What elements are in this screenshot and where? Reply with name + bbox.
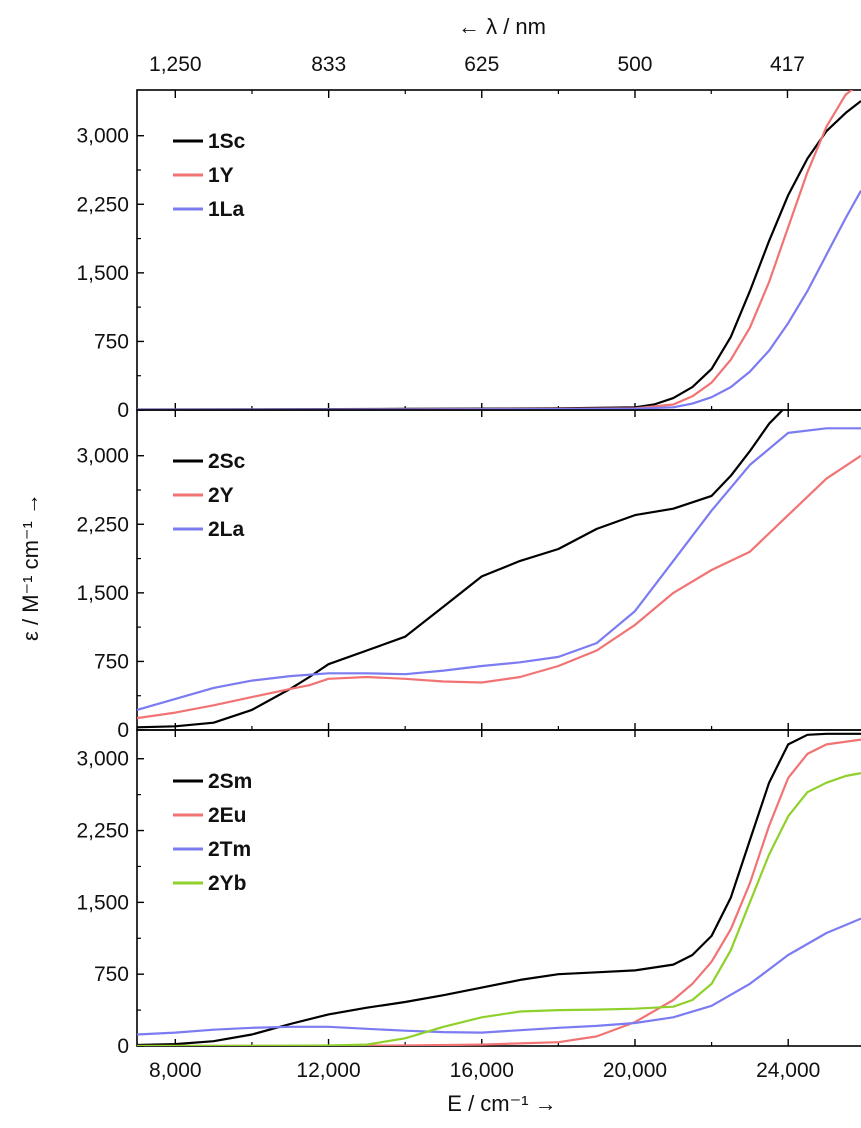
top-axis-tick-label: 417 [770,53,805,76]
legend-label-2Yb: 2Yb [208,872,247,895]
legend-label-2Sc: 2Sc [208,450,246,473]
panel-middle: 0 750 1,500 2,250 3,000 2Sc 2Y 2La [76,409,861,742]
y-tick-label: 0 [117,719,129,742]
y-tick-label: 750 [94,963,129,986]
legend-label-2Eu: 2Eu [208,804,247,827]
series-line-1Y [137,90,854,410]
y-axis-title: ε / M⁻¹ cm⁻¹ → [18,493,43,641]
series-line-2Y [137,454,861,720]
y-tick-label: 3,000 [76,748,129,771]
series-line-2Yb [137,772,861,1046]
series-line-2Sm [137,732,861,1046]
series-line-2Eu [137,738,861,1046]
y-tick-label: 0 [117,1035,129,1058]
y-tick-label: 1,500 [76,582,129,605]
series-line-1Sc [137,100,861,410]
top-axis-title: ← λ / nm [458,14,546,39]
y-tick-label: 1,500 [76,891,129,914]
x-tick-label: 24,000 [756,1059,820,1082]
legend-label-1Y: 1Y [208,164,234,187]
x-tick-label: 8,000 [149,1059,202,1082]
x-axis-title: E / cm⁻¹ → [447,1091,556,1116]
legend-label-1La: 1La [208,198,245,221]
y-tick-label: 2,250 [76,193,129,216]
x-tick-label: 12,000 [296,1059,360,1082]
y-tick-label: 2,250 [76,513,129,536]
top-axis-tick-label: 833 [311,53,346,76]
top-axis-tick-label: 625 [464,53,499,76]
series-line-1La [137,190,861,410]
y-tick-label: 0 [117,399,129,422]
y-tick-label: 1,500 [76,262,129,285]
legend-label-2La: 2La [208,518,245,541]
top-axis-tick-label: 500 [617,53,652,76]
legend-label-2Sm: 2Sm [208,770,252,793]
top-axis-tick-labels: 1,250 833 625 500 417 [149,53,805,76]
x-tick-label: 20,000 [603,1059,667,1082]
series-line-2La [137,427,861,711]
panel-top: 0 750 1,500 2,250 3,000 1Sc 1Y 1La [76,89,861,422]
y-tick-label: 750 [94,650,129,673]
y-tick-label: 2,250 [76,820,129,843]
y-tick-label: 750 [94,330,129,353]
panel-frame [136,89,861,411]
panel-bottom: 0 750 1,500 2,250 3,000 8,000 12,000 16,000 20,0… [76,729,861,1082]
legend-label-2Tm: 2Tm [208,838,251,861]
legend-label-1Sc: 1Sc [208,130,246,153]
y-tick-label: 3,000 [76,125,129,148]
legend-label-2Y: 2Y [208,484,234,507]
y-tick-label: 3,000 [76,445,129,468]
series-line-2Tm [137,917,861,1036]
panel-frame [136,729,861,1047]
series-line-2Sc [137,410,785,729]
x-tick-label: 16,000 [450,1059,514,1082]
top-axis-tick-label: 1,250 [149,53,202,76]
